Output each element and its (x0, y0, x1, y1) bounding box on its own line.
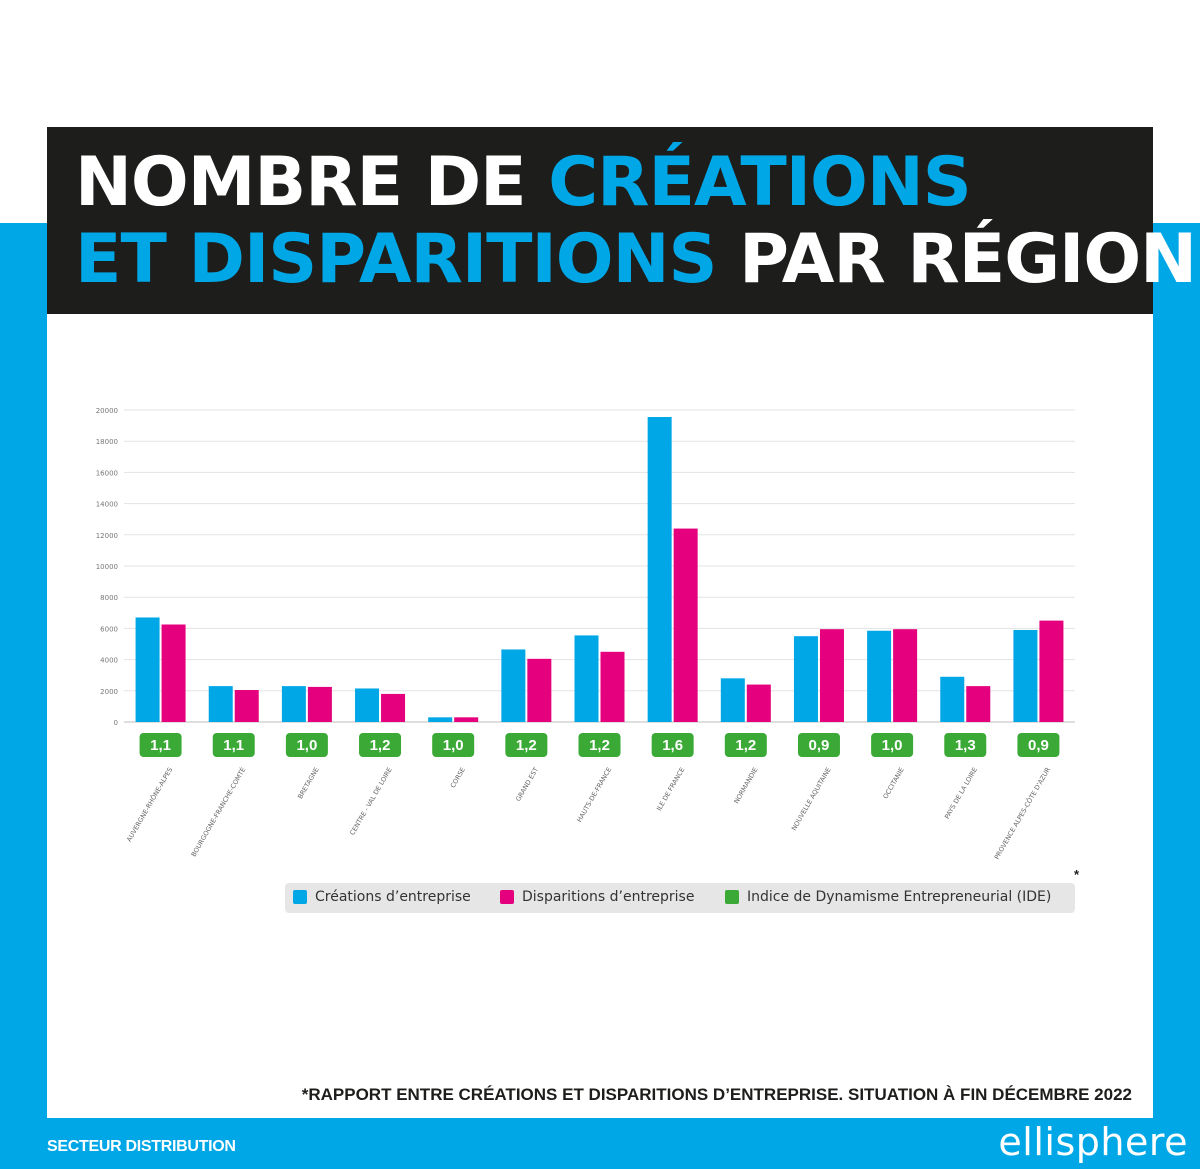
bar-disparitions (381, 693, 406, 722)
category-label: NOUVELLE AQUITAINE (790, 766, 833, 832)
ide-badge (432, 733, 475, 757)
bar-creations (647, 417, 672, 722)
y-tick-label: 6000 (100, 625, 118, 633)
ide-badge (578, 733, 621, 757)
bar-creations (501, 649, 526, 722)
bar-disparitions (966, 686, 991, 722)
chart-legend: Créations d’entreprise Disparitions d’en… (285, 883, 1075, 913)
bar-creations (281, 686, 306, 722)
ide-label: 1,6 (662, 737, 683, 754)
ide-badge (1017, 733, 1060, 757)
y-tick-label: 4000 (100, 657, 118, 665)
title-accent-1: CRÉATIONS (548, 143, 971, 222)
y-tick-label: 16000 (96, 469, 118, 477)
category-label: BRETAGNE (296, 766, 320, 800)
y-tick-label: 18000 (96, 438, 118, 446)
category-label: PROVENCE ALPES-CÔTE D'AZUR (992, 765, 1052, 861)
ide-badge (944, 733, 987, 757)
y-tick-label: 8000 (100, 594, 118, 602)
bar-disparitions (1039, 620, 1064, 722)
category-label: PAYS DE LA LOIRE (943, 766, 979, 820)
title-banner: NOMBRE DE CRÉATIONS ET DISPARITIONS PAR … (47, 127, 1197, 314)
bar-disparitions (746, 684, 771, 722)
bar-creations (574, 635, 599, 722)
bar-creations (1013, 629, 1038, 722)
bar-creations (355, 688, 380, 722)
title-line-1: NOMBRE DE CRÉATIONS (75, 143, 972, 222)
title-line-2: ET DISPARITIONS PAR RÉGION (75, 220, 1197, 299)
category-label: CENTRE - VAL DE LOIRE (348, 766, 393, 837)
y-tick-label: 12000 (96, 532, 118, 540)
ide-label: 1,0 (296, 737, 317, 754)
ide-label: 1,0 (443, 737, 464, 754)
ide-badge (285, 733, 328, 757)
category-label: OCCITANIE (881, 766, 905, 800)
ide-label: 0,9 (809, 737, 830, 754)
ide-label: 1,2 (589, 737, 610, 754)
legend-item-disparitions: Disparitions d’entreprise (500, 889, 694, 905)
bar-creations (940, 676, 965, 722)
footer-sector-label: SECTEUR DISTRIBUTION (47, 1138, 236, 1155)
bar-disparitions (893, 629, 918, 722)
category-label: GRAND EST (514, 766, 540, 803)
title-text-2: PAR RÉGION (716, 220, 1197, 299)
ide-badge (139, 733, 182, 757)
y-tick-label: 10000 (96, 563, 118, 571)
category-label: HAUTS-DE-FRANCE (575, 766, 613, 824)
category-label: AUVERGNE-RHÔNE-ALPES (124, 766, 174, 844)
bar-disparitions (234, 690, 259, 722)
ide-badge (212, 733, 255, 757)
bar-creations (867, 630, 892, 722)
category-label: BOURGOGNE-FRANCHE-COMTÉ (189, 766, 248, 859)
ide-badge (651, 733, 694, 757)
ide-badge (724, 733, 767, 757)
title-accent-2: ET DISPARITIONS (75, 220, 717, 299)
ide-label: 1,1 (223, 737, 244, 754)
ide-label: 1,2 (735, 737, 756, 754)
title-text-1: NOMBRE DE (75, 143, 549, 222)
legend-item-ide: Indice de Dynamisme Entrepreneurial (IDE… (725, 889, 1051, 905)
ide-badge (505, 733, 548, 757)
ide-label: 1,2 (370, 737, 391, 754)
bar-creations (720, 678, 745, 722)
ide-label: 1,0 (882, 737, 903, 754)
bar-disparitions (307, 686, 332, 722)
bar-disparitions (527, 658, 552, 722)
legend-swatch-ide (725, 890, 739, 904)
bar-creations (793, 636, 818, 722)
bar-disparitions (454, 717, 479, 722)
category-label: NORMANDIE (732, 766, 759, 805)
category-label: CORSE (449, 766, 467, 789)
legend-label-disparitions: Disparitions d’entreprise (522, 889, 695, 905)
y-tick-label: 20000 (96, 407, 118, 415)
legend-swatch-creations (293, 890, 307, 904)
legend-swatch-disparitions (500, 890, 514, 904)
legend-label-creations: Créations d’entreprise (315, 889, 471, 905)
bar-chart: 0 2000 4000 6000 8000 10000 12000 14000 16000 180… (96, 407, 1075, 861)
footnote: *RAPPORT ENTRE CRÉATIONS ET DISPARITIONS… (301, 1085, 1132, 1104)
bar-creations (208, 686, 233, 722)
content-card: NOMBRE DE CRÉATIONS ET DISPARITIONS PAR … (47, 127, 1197, 1118)
ide-label: 0,9 (1028, 737, 1049, 754)
legend-asterisk: * (1074, 867, 1080, 882)
bar-disparitions (673, 528, 698, 722)
y-tick-label: 0 (114, 719, 118, 727)
ide-badge (797, 733, 840, 757)
brand-logo: ellisphere (998, 1120, 1188, 1164)
ide-label: 1,2 (516, 737, 537, 754)
y-tick-label: 2000 (100, 688, 118, 696)
category-label: ILE DE FRANCE (655, 766, 686, 812)
bar-disparitions (600, 651, 625, 722)
ide-badge (359, 733, 402, 757)
ide-label: 1,1 (150, 737, 171, 754)
bar-disparitions (161, 624, 186, 722)
ide-badge (871, 733, 914, 757)
bar-creations (428, 717, 453, 722)
y-tick-label: 14000 (96, 501, 118, 509)
legend-label-ide: Indice de Dynamisme Entrepreneurial (IDE… (747, 889, 1052, 905)
bar-disparitions (819, 629, 844, 722)
bar-creations (135, 617, 160, 722)
ide-label: 1,3 (955, 737, 976, 754)
legend-item-creations: Créations d’entreprise (293, 889, 471, 905)
